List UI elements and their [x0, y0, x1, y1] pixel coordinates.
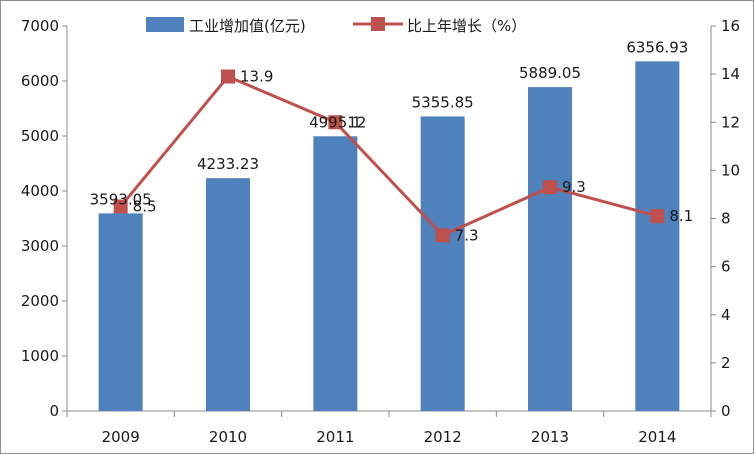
y-right-tick-label: 4: [721, 306, 731, 324]
bar-value-label: 4233.23: [197, 155, 259, 173]
growth-value-label: 13.9: [240, 68, 273, 86]
bar-2014: [635, 61, 680, 412]
growth-marker-2012: [435, 228, 450, 243]
y-right-tick-label: 10: [721, 161, 740, 179]
x-tick-label: 2009: [102, 428, 140, 446]
growth-line: [119, 74, 658, 238]
labels-layer: 3593.05 4233.23 4995.1 5355.85 5889.05 6356.9…: [90, 38, 694, 244]
y-left-tick-label: 2000: [21, 292, 59, 310]
bar-2012: [420, 116, 465, 411]
x-tick-label: 2013: [531, 428, 569, 446]
bar-value-label: 4995.1: [309, 113, 362, 131]
legend-swatch-marker: [371, 17, 385, 31]
legend-label-bar: 工业增加值(亿元): [189, 17, 306, 35]
bar-2013: [528, 87, 572, 412]
y-right-tick-label: 14: [721, 65, 740, 83]
bar-2010: [206, 178, 250, 411]
y-left-tick-label: 7000: [21, 17, 59, 35]
axes-layer: 0 1000 2000 3000 4000 5000 6000 7000 0 2 4 6 8 10 12 14…: [21, 17, 740, 446]
y-left-tick-label: 1000: [21, 347, 59, 365]
bar-value-label: 6356.93: [626, 38, 688, 56]
bar-2011: [313, 136, 358, 411]
growth-value-label: 7.3: [455, 226, 479, 244]
y-left-tick-label: 0: [49, 402, 59, 420]
y-right-tick-label: 2: [721, 354, 731, 372]
bar-value-label: 3593.05: [90, 190, 152, 208]
growth-value-label: 9.3: [562, 178, 586, 196]
y-right-tick-label: 12: [721, 113, 740, 131]
y-right-tick-label: 6: [721, 258, 731, 276]
growth-marker-2010: [221, 69, 235, 84]
growth-marker-2013: [543, 180, 557, 195]
growth-marker-2014: [650, 209, 665, 224]
legend: 工业增加值(亿元) 比上年增长（%）: [146, 17, 526, 35]
growth-value-label: 12: [347, 113, 366, 131]
bar-value-label: 5889.05: [519, 64, 581, 82]
growth-marker-2011: [328, 115, 343, 130]
y-left-tick-label: 3000: [21, 237, 59, 255]
growth-marker-2009: [113, 199, 128, 214]
y-right-tick-label: 0: [721, 402, 731, 420]
growth-value-label: 8.1: [669, 207, 693, 225]
y-left-tick-label: 5000: [21, 127, 59, 145]
legend-swatch-bar: [146, 17, 184, 32]
x-tick-label: 2014: [638, 428, 676, 446]
x-tick-label: 2011: [316, 428, 354, 446]
bar-2009: [98, 213, 143, 411]
y-right-tick-label: 16: [721, 17, 740, 35]
bar-value-label: 5355.85: [412, 93, 474, 111]
line-layer: [113, 69, 665, 243]
x-tick-label: 2010: [209, 428, 247, 446]
x-tick-label: 2012: [424, 428, 462, 446]
y-left-tick-label: 4000: [21, 182, 59, 200]
bars-layer: [98, 61, 680, 412]
legend-label-line: 比上年增长（%）: [407, 17, 526, 35]
growth-value-label: 8.5: [133, 197, 157, 215]
y-right-tick-label: 8: [721, 210, 731, 228]
y-left-tick-label: 6000: [21, 72, 59, 90]
